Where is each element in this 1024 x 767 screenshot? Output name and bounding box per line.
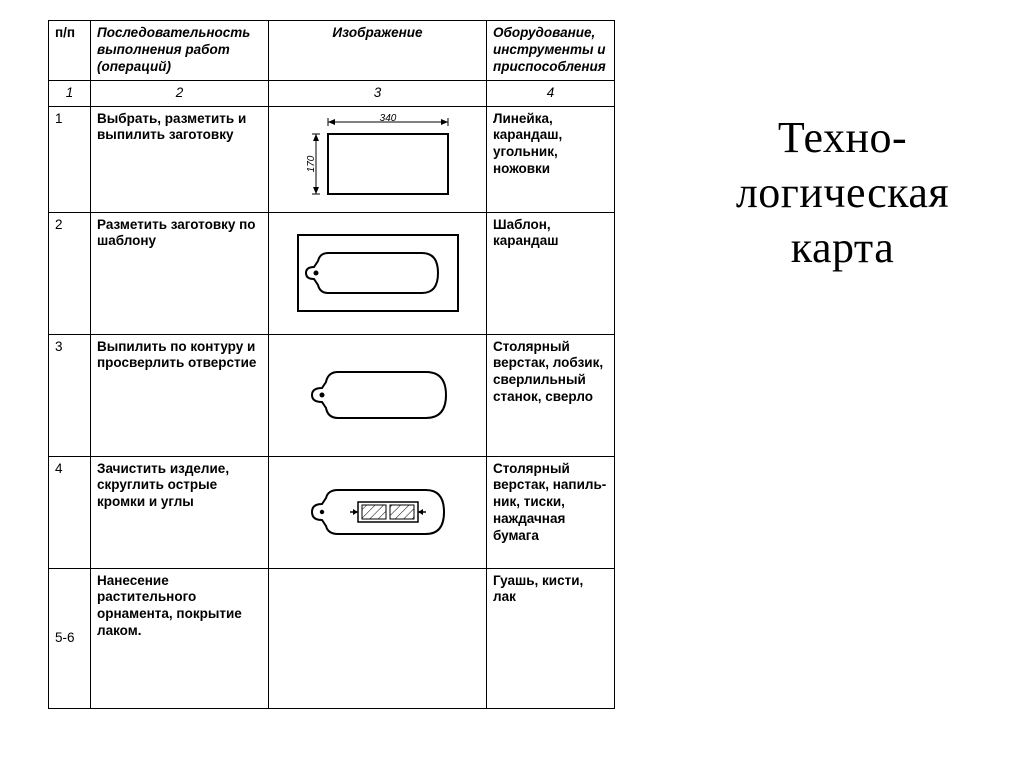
dim-width: 340 bbox=[379, 114, 396, 124]
table-row: 4 Зачистить изделие, скруглить острые кр… bbox=[49, 456, 615, 568]
header-nn: п/п bbox=[49, 21, 91, 81]
numrow-4: 4 bbox=[487, 80, 615, 106]
table-header-row: п/п Последовательность выполнения работ … bbox=[49, 21, 615, 81]
diagram-board-outline bbox=[298, 360, 458, 430]
row3-seq: Выпилить по контуру и просверлить отверс… bbox=[91, 334, 269, 456]
header-seq-text: Последовательность выполнения работ (опе… bbox=[97, 25, 250, 74]
row3-nn: 3 bbox=[49, 334, 91, 456]
table-row: 3 Выпилить по контуру и просверлить отве… bbox=[49, 334, 615, 456]
diagram-rect-dims: 340 170 bbox=[288, 114, 468, 204]
title-line1: Техно- bbox=[778, 113, 907, 162]
row4-nn: 4 bbox=[49, 456, 91, 568]
row1-seq: Выбрать, разметить и выпилить заготовку bbox=[91, 106, 269, 212]
row2-img bbox=[269, 212, 487, 334]
numrow-2: 2 bbox=[91, 80, 269, 106]
process-table: п/п Последовательность выполнения работ … bbox=[48, 20, 615, 709]
header-tools-text: Оборудование, инструменты и приспособ­ле… bbox=[493, 25, 606, 74]
header-img: Изображение bbox=[269, 21, 487, 81]
row4-tools: Столярный верстак, напиль­ник, тиски, на… bbox=[487, 456, 615, 568]
row1-nn: 1 bbox=[49, 106, 91, 212]
numrow-3: 3 bbox=[269, 80, 487, 106]
table-numrow: 1 2 3 4 bbox=[49, 80, 615, 106]
diagram-board-hatched bbox=[298, 480, 458, 544]
dim-height: 170 bbox=[306, 155, 317, 172]
title-line3: карта bbox=[791, 223, 894, 272]
row2-nn: 2 bbox=[49, 212, 91, 334]
header-seq: Последовательность выполнения работ (опе… bbox=[91, 21, 269, 81]
row1-tools: Линейка, карандаш, угольник, ножовки bbox=[487, 106, 615, 212]
row3-tools: Столярный верстак, лобзик, сверлильный с… bbox=[487, 334, 615, 456]
row5-img bbox=[269, 568, 487, 708]
row3-img bbox=[269, 334, 487, 456]
header-img-text: Изображение bbox=[332, 25, 422, 40]
row5-seq: Нанесение растительного орнамента, покры… bbox=[91, 568, 269, 708]
table-row: 2 Разметить заготовку по шаблону Шаблон,… bbox=[49, 212, 615, 334]
table-container: п/п Последовательность выполнения работ … bbox=[0, 0, 625, 719]
title-heading: Техно- логическая карта bbox=[665, 110, 1020, 275]
row5-tools: Гуашь, кисти, лак bbox=[487, 568, 615, 708]
header-tools: Оборудование, инструменты и приспособ­ле… bbox=[487, 21, 615, 81]
row1-img: 340 170 bbox=[269, 106, 487, 212]
row5-nn: 5-6 bbox=[49, 568, 91, 708]
table-row: 1 Выбрать, разметить и выпилить заготовк… bbox=[49, 106, 615, 212]
row2-seq: Разметить заготовку по шаблону bbox=[91, 212, 269, 334]
row4-seq: Зачистить изделие, скруглить острые кром… bbox=[91, 456, 269, 568]
row4-img bbox=[269, 456, 487, 568]
page-title: Техно- логическая карта bbox=[625, 0, 1024, 275]
diagram-board-on-blank bbox=[290, 227, 465, 319]
title-line2: логическая bbox=[736, 168, 949, 217]
table-row: 5-6 Нанесение растительного орнамента, п… bbox=[49, 568, 615, 708]
numrow-1: 1 bbox=[49, 80, 91, 106]
row2-tools: Шаблон, карандаш bbox=[487, 212, 615, 334]
